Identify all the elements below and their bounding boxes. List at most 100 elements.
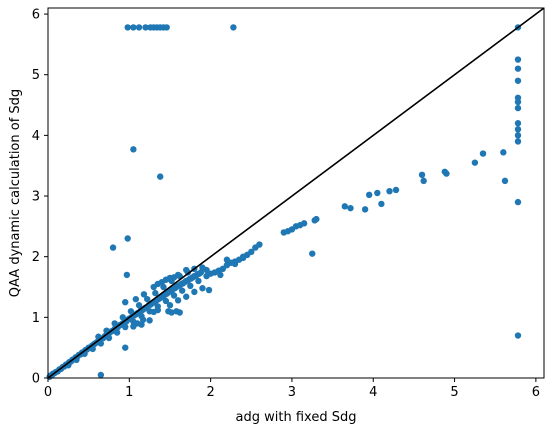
data-point [174, 271, 182, 279]
data-point [140, 291, 148, 298]
data-point [178, 287, 186, 294]
y-tick-label: 4 [32, 129, 40, 144]
data-point [514, 126, 522, 133]
data-point [313, 215, 320, 223]
data-point [195, 277, 202, 285]
data-point [89, 345, 96, 353]
data-point [139, 316, 147, 323]
x-axis-ticks: 0 1 2 3 4 5 6 [44, 378, 540, 400]
data-point [183, 293, 190, 300]
data-point [418, 171, 426, 178]
data-point [420, 177, 427, 185]
data-point [514, 138, 522, 145]
data-point [97, 340, 105, 347]
data-point [157, 173, 164, 180]
data-point [142, 24, 149, 31]
data-point [219, 265, 227, 273]
data-point [197, 269, 205, 276]
data-point [119, 314, 127, 321]
data-point [199, 285, 206, 292]
x-tick-label: 1 [125, 385, 133, 400]
data-point [122, 298, 129, 306]
data-point [365, 191, 373, 199]
data-point [130, 24, 137, 31]
data-point [205, 286, 213, 294]
data-point [174, 297, 182, 304]
data-point [130, 323, 137, 330]
data-point [514, 98, 522, 106]
x-tick-label: 3 [288, 385, 296, 400]
data-point [183, 266, 190, 274]
data-point [160, 283, 167, 291]
y-tick-label: 2 [32, 250, 40, 265]
data-point [124, 235, 131, 242]
data-point [154, 306, 161, 314]
data-point [152, 289, 159, 297]
data-point [514, 120, 522, 127]
data-point [347, 204, 354, 212]
data-point [168, 309, 175, 316]
plot-frame [47, 7, 545, 379]
x-tick-label: 4 [369, 385, 377, 400]
data-point [223, 256, 231, 263]
data-point [135, 24, 143, 31]
y-axis-ticks: 0 1 2 3 4 5 6 [32, 8, 48, 387]
data-point [163, 24, 170, 31]
y-tick-label: 3 [32, 190, 40, 205]
data-point [500, 149, 507, 156]
data-point [256, 241, 263, 248]
identity-line-layer [47, 7, 545, 379]
y-axis-label: QAA dynamic calculation of Sdg [8, 89, 23, 297]
data-point [471, 159, 479, 166]
data-point [501, 177, 509, 185]
y-tick-label: 5 [32, 68, 40, 83]
data-point [514, 56, 522, 63]
data-point [127, 308, 135, 315]
y-tick-label: 1 [32, 311, 40, 326]
data-point [248, 248, 255, 256]
data-point [386, 187, 393, 195]
data-point [122, 344, 129, 351]
data-point [239, 253, 247, 260]
data-point [514, 132, 522, 139]
data-point [514, 77, 522, 84]
x-tick-label: 5 [450, 385, 458, 400]
data-point [479, 150, 487, 157]
data-point [105, 334, 113, 342]
x-tick-label: 2 [206, 385, 214, 400]
data-point [97, 371, 105, 379]
data-point [217, 271, 224, 279]
data-point [300, 220, 308, 227]
data-point [514, 332, 522, 339]
data-point [374, 189, 381, 197]
data-point [392, 186, 400, 194]
data-point [135, 302, 143, 309]
x-tick-label: 6 [532, 385, 540, 400]
data-point [109, 244, 117, 251]
data-point [162, 297, 170, 305]
y-tick-label: 0 [32, 372, 40, 387]
data-point [309, 250, 316, 257]
data-point [514, 198, 522, 206]
data-point [191, 288, 198, 296]
data-point [130, 146, 137, 153]
data-point [341, 203, 348, 210]
data-point [187, 282, 194, 289]
data-point [138, 321, 145, 328]
x-axis-label: adg with fixed Sdg [236, 410, 357, 425]
y-tick-label: 6 [32, 8, 40, 23]
data-point [111, 320, 118, 327]
data-point [146, 317, 153, 324]
identity-line [47, 7, 545, 379]
data-point [166, 302, 174, 309]
data-point [123, 271, 131, 279]
data-point [361, 206, 369, 213]
x-tick-label: 0 [44, 385, 52, 400]
data-point [514, 104, 522, 112]
data-point [132, 295, 140, 303]
data-point [230, 24, 237, 31]
data-point [378, 200, 385, 208]
data-point [514, 65, 522, 72]
data-point [231, 260, 239, 268]
